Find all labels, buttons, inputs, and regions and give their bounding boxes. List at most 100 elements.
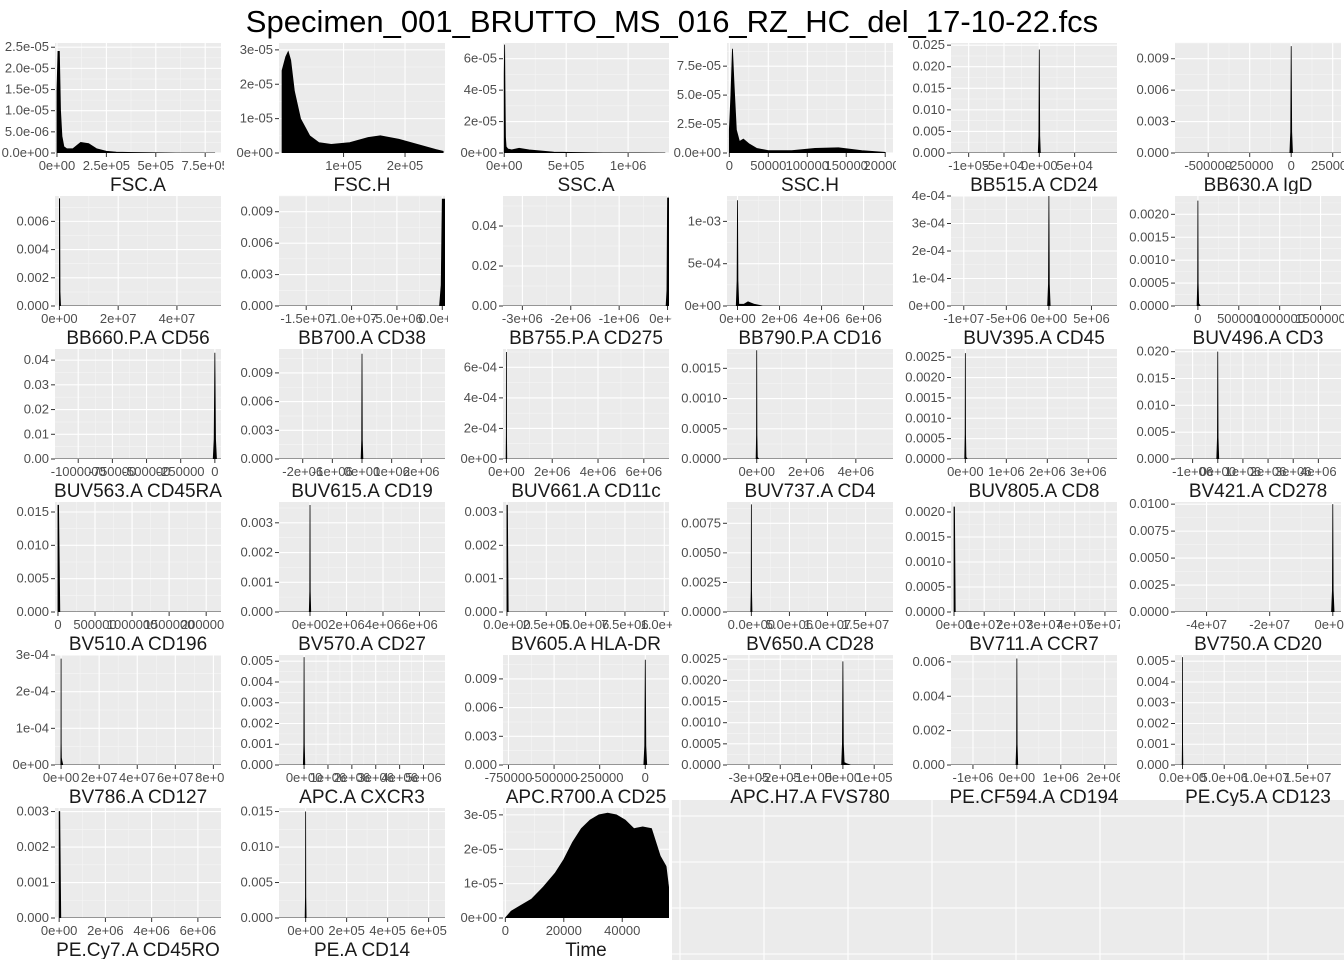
y-tick-label: 0.006 — [464, 700, 497, 715]
y-tick-label: 5.0e-05 — [677, 87, 721, 102]
facet-8: 0.000 0.003 0.006 0.009 -1.5e+07-1.0e+07-5.0… — [240, 195, 448, 347]
density-area — [951, 49, 1117, 153]
x-axis-label: BUV661.A CD11c — [511, 481, 661, 500]
x-tick-label: 250000 — [1311, 158, 1344, 173]
y-tick-label: 1.5e-05 — [5, 82, 49, 97]
x-tick-label: 0 — [726, 158, 733, 173]
panel-background — [55, 349, 221, 459]
x-tick-label: 20000 — [546, 923, 582, 938]
x-tick-label: -500000 — [530, 770, 578, 785]
x-axis-label: APC.A CXCR3 — [299, 787, 425, 806]
density-area — [506, 504, 669, 612]
y-tick-label: 0.0000 — [905, 604, 945, 619]
facet-29: 0.000 0.002 0.004 0.006 -1e+06 0e+00 1e+06 2e+0… — [912, 654, 1120, 806]
x-tick-label: 2e+07 — [996, 617, 1033, 632]
panel-background — [1175, 349, 1341, 459]
panel-background — [727, 196, 893, 306]
x-tick-label: -3e+06 — [502, 311, 543, 326]
density-area — [951, 658, 1117, 765]
y-tick-label: 0.0075 — [1129, 523, 1169, 538]
x-tick-label: 2e+06 — [1250, 464, 1287, 479]
x-axis-label: BV650.A CD28 — [746, 634, 874, 653]
density-area — [57, 504, 221, 612]
x-axis-label: BB630.A IgD — [1204, 175, 1313, 194]
x-tick-label: 4e+06 — [381, 770, 418, 785]
x-tick-label: 0e+00 — [41, 311, 78, 326]
x-tick-label: 0e+00 — [738, 464, 775, 479]
density-area — [1175, 46, 1341, 153]
y-tick-label: 0.020 — [912, 59, 945, 74]
y-tick-label: 0.001 — [16, 875, 49, 890]
x-axis-label: BUV563.A CD45RA — [54, 481, 222, 500]
facet-2: 0e+00 1e-05 2e-05 3e-05 1e+05 2e+05 FSC.H — [236, 42, 445, 194]
y-tick-label: 0.0000 — [1129, 298, 1169, 313]
y-tick-label: 0.000 — [1136, 757, 1169, 772]
x-tick-label: 3e+06 — [357, 770, 394, 785]
x-axis-label: BV711.A CCR7 — [969, 634, 1099, 653]
x-tick-label: 0e+00 — [649, 311, 672, 326]
y-tick-label: 0.01 — [24, 426, 49, 441]
x-tick-label: 0e+00 — [719, 311, 756, 326]
y-tick-label: 0.0015 — [905, 390, 945, 405]
panel-background — [279, 196, 445, 306]
x-tick-label: 2e+06 — [1029, 464, 1066, 479]
y-tick-label: 0.0000 — [681, 757, 721, 772]
density-area — [727, 200, 893, 306]
y-tick-label: 0.0010 — [905, 410, 945, 425]
y-tick-label: 0.002 — [1136, 715, 1169, 730]
density-area — [1175, 657, 1341, 765]
y-tick-label: 0.005 — [1136, 424, 1169, 439]
x-tick-label: -4e+07 — [1186, 617, 1227, 632]
x-tick-label: 2e+06 — [761, 311, 798, 326]
y-tick-label: 0.000 — [912, 757, 945, 772]
y-tick-label: 2.5e-05 — [677, 116, 721, 131]
x-axis-label: APC.H7.A FVS780 — [730, 787, 889, 806]
x-axis-label: BUV805.A CD8 — [969, 481, 1100, 500]
x-tick-label: 1000000 — [1254, 311, 1305, 326]
facet-9: 0.00 0.02 0.04 -3e+06 -2e+06 -1e+06 0e+00 BB755… — [472, 196, 672, 347]
y-tick-label: 1e-04 — [912, 271, 945, 286]
facet-14: 0.000 0.003 0.006 0.009 -2e+06-1e+060e+001e+… — [240, 349, 445, 500]
y-tick-label: 0.0015 — [905, 529, 945, 544]
x-tick-label: 50000 — [750, 158, 786, 173]
y-tick-label: 0.0075 — [681, 515, 721, 530]
facet-23: 0.0000 0.0005 0.0010 0.0015 0.0020 0e+001e+07… — [905, 502, 1120, 653]
panel-background — [951, 43, 1117, 153]
y-tick-label: 0e+00 — [460, 451, 497, 466]
y-tick-label: 0.004 — [240, 674, 273, 689]
x-tick-label: 0.0e+00 — [728, 617, 775, 632]
x-axis-label: Time — [565, 940, 607, 959]
y-tick-label: 0.002 — [912, 723, 945, 738]
x-axis-label: FSC.H — [334, 175, 391, 194]
facet-11: 0e+00 1e-04 2e-04 3e-04 4e-04 -1e+07 -5e+06 0e+… — [908, 189, 1117, 347]
facet-6: 0.000 0.003 0.006 0.009 -500000-250000 0 25000… — [1136, 42, 1344, 194]
facet-19: 0.000 0.005 0.010 0.015 0 5000001000000150000… — [16, 502, 224, 653]
panel-background — [727, 43, 893, 153]
x-tick-label: 1e+06 — [988, 464, 1025, 479]
x-tick-label: 1.0e+07 — [1242, 770, 1289, 785]
y-tick-label: 0.003 — [464, 504, 497, 519]
panel-background — [55, 502, 221, 612]
y-tick-label: 0.006 — [16, 213, 49, 228]
x-axis-label: PE.Cy7.A CD45RO — [56, 940, 220, 959]
y-tick-label: 0.006 — [912, 654, 945, 669]
panel-background — [55, 196, 221, 306]
x-tick-label: -5.0e+06 — [371, 311, 423, 326]
x-tick-label: 6e+06 — [845, 311, 882, 326]
x-tick-label: 1.0e+07 — [641, 617, 672, 632]
x-axis-label: BUV395.A CD45 — [963, 328, 1105, 347]
y-tick-label: 0.001 — [240, 574, 273, 589]
panel-background — [503, 655, 669, 765]
y-tick-label: 0.000 — [464, 757, 497, 772]
x-axis-label: BV510.A CD196 — [69, 634, 207, 653]
y-tick-label: 0.000 — [240, 910, 273, 925]
x-axis-label: BUV737.A CD4 — [745, 481, 876, 500]
density-area — [953, 506, 1117, 612]
y-tick-label: 0.009 — [1136, 51, 1169, 66]
facet-20: 0.000 0.001 0.002 0.003 0e+00 2e+06 4e+06 6e+06… — [240, 502, 445, 653]
x-tick-label: 0.0e+00 — [483, 617, 530, 632]
y-tick-label: 0.003 — [16, 804, 49, 819]
facet-7: 0.000 0.002 0.004 0.006 0e+00 2e+07 4e+07 BB660… — [16, 196, 221, 347]
y-tick-label: 2e-04 — [16, 684, 49, 699]
